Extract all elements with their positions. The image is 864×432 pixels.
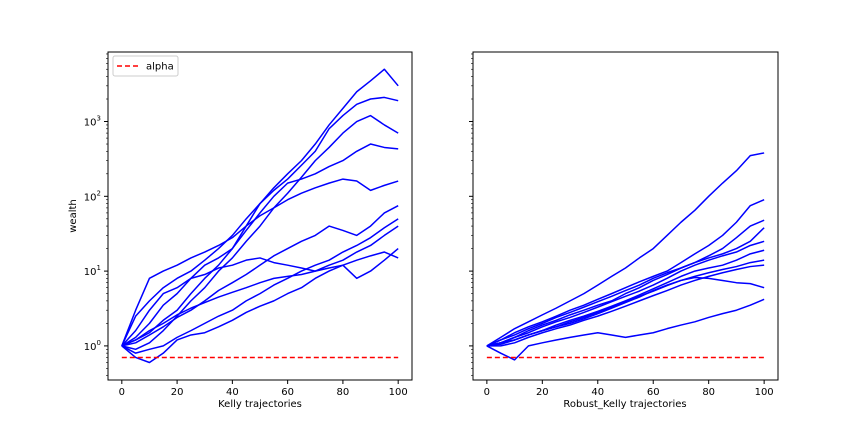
trajectory-line-2 <box>121 96 399 347</box>
x-tick-label: 60 <box>281 387 294 398</box>
x-tick-label: 60 <box>647 387 660 398</box>
legend-alpha-label: alpha <box>146 62 174 73</box>
trajectory-line-6 <box>121 204 399 347</box>
x-tick-label: 20 <box>536 387 549 398</box>
x-tick-label: 100 <box>389 387 408 398</box>
kelly-y-axis-label: wealth <box>68 199 79 233</box>
robust-kelly-panel: 0 20 40 60 80 100 Robust_Kelly trajectories <box>469 51 779 410</box>
trajectory-line-3 <box>121 114 399 351</box>
y-tick-label: 102 <box>84 189 101 203</box>
x-tick-label: 0 <box>119 387 125 398</box>
y-tick-label: 101 <box>84 264 101 278</box>
robust-kelly-plot-lines <box>486 152 765 361</box>
x-tick-label: 100 <box>755 387 774 398</box>
kelly-plot-lines <box>121 68 399 364</box>
trajectory-line-3 <box>486 219 765 347</box>
robust-kelly-x-ticks: 0 20 40 60 80 100 <box>484 380 774 398</box>
legend: alpha <box>112 55 179 77</box>
y-tick-label: 103 <box>84 115 101 129</box>
x-tick-label: 40 <box>226 387 239 398</box>
trajectory-line-8 <box>486 264 765 347</box>
kelly-x-ticks: 0 20 40 60 80 100 <box>119 380 408 398</box>
trajectory-line-7 <box>121 218 399 354</box>
trajectory-line-9 <box>486 276 765 347</box>
y-tick-label: 100 <box>84 339 101 353</box>
trajectory-line-5 <box>121 178 399 347</box>
robust-kelly-y-ticks <box>469 53 473 376</box>
robust-kelly-x-axis-label: Robust_Kelly trajectories <box>563 399 686 410</box>
trajectory-line-1 <box>486 152 765 347</box>
trajectory-line-2 <box>486 199 765 347</box>
x-tick-label: 0 <box>484 387 490 398</box>
x-tick-label: 80 <box>337 387 350 398</box>
trajectory-line-5 <box>486 240 765 347</box>
robust-kelly-axes-frame <box>472 51 779 381</box>
x-tick-label: 80 <box>702 387 715 398</box>
trajectory-line-8 <box>121 225 399 347</box>
x-tick-label: 20 <box>171 387 184 398</box>
x-tick-label: 40 <box>591 387 604 398</box>
kelly-axes-frame <box>107 51 413 381</box>
trajectory-line-4 <box>121 143 399 347</box>
trajectory-line-4 <box>486 227 765 347</box>
kelly-x-axis-label: Kelly trajectories <box>218 399 302 410</box>
legend-box <box>112 55 179 77</box>
kelly-panel: 0 20 40 60 80 100 100 101 102 103 Kelly trajecto… <box>68 51 413 410</box>
trajectory-line-9 <box>121 251 399 347</box>
trajectory-line-10 <box>121 248 399 364</box>
kelly-y-ticks: 100 101 102 103 <box>84 53 108 376</box>
trajectory-line-10 <box>486 298 765 361</box>
